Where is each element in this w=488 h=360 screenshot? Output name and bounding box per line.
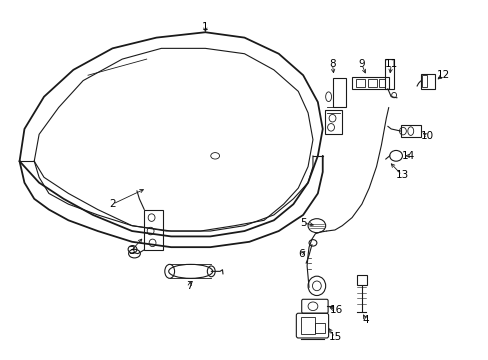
Text: 15: 15 <box>327 332 341 342</box>
Text: 1: 1 <box>202 22 208 32</box>
Bar <box>367 79 376 87</box>
Text: 7: 7 <box>186 281 193 291</box>
Bar <box>144 210 163 250</box>
Text: 3: 3 <box>127 246 134 256</box>
Bar <box>420 73 434 89</box>
Bar <box>422 75 427 87</box>
Text: 2: 2 <box>109 199 116 209</box>
Text: 4: 4 <box>362 315 368 325</box>
Text: 10: 10 <box>421 131 433 141</box>
Text: 6: 6 <box>297 249 304 258</box>
Bar <box>355 79 364 87</box>
Text: 16: 16 <box>329 305 343 315</box>
Bar <box>325 110 342 134</box>
Bar <box>351 77 388 89</box>
Text: 14: 14 <box>401 151 415 161</box>
Bar <box>378 79 384 87</box>
Bar <box>300 317 315 334</box>
Bar <box>356 275 366 285</box>
Text: 8: 8 <box>328 59 335 69</box>
Bar <box>315 324 325 333</box>
Text: 13: 13 <box>394 170 408 180</box>
Text: 11: 11 <box>384 59 397 69</box>
Bar <box>400 125 420 137</box>
Text: 12: 12 <box>435 70 449 80</box>
Text: 9: 9 <box>358 59 365 69</box>
Text: 5: 5 <box>299 218 306 228</box>
Bar <box>332 78 346 108</box>
Bar <box>385 59 393 89</box>
